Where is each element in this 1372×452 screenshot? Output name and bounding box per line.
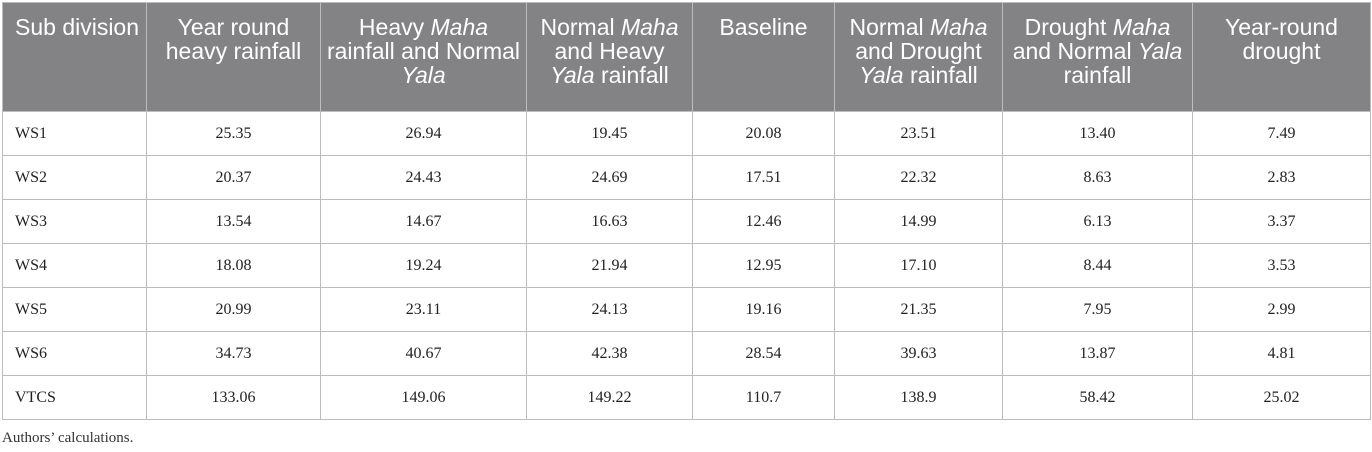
value-cell: 20.99 — [146, 287, 321, 332]
row-label-cell: WS5 — [2, 287, 147, 332]
column-header: Normal Maha and Drought Yala rainfall — [834, 2, 1003, 112]
table-footnote: Authors’ calculations. — [2, 430, 134, 446]
value-cell: 21.35 — [834, 287, 1003, 332]
value-cell: 20.08 — [692, 111, 835, 156]
column-header: Heavy Maha rainfall and Normal Yala — [320, 2, 527, 112]
column-header-text: rainfall and Normal — [326, 38, 521, 64]
value-cell: 3.37 — [1192, 199, 1371, 244]
value-cell: 7.95 — [1002, 287, 1193, 332]
column-header-text: Maha — [929, 14, 988, 40]
value-cell: 19.45 — [526, 111, 693, 156]
value-cell: 8.63 — [1002, 155, 1193, 200]
header-row: Sub division Year round heavy rainfall Hea… — [2, 2, 1371, 112]
column-header-text: Yala — [401, 62, 446, 88]
value-cell: 21.94 — [526, 243, 693, 288]
row-label-cell: WS4 — [2, 243, 147, 288]
column-header-text: Yala — [1137, 38, 1183, 64]
value-cell: 2.83 — [1192, 155, 1371, 200]
table-body: WS1 25.35 26.94 19.45 20.08 23.51 13.40 7.49 WS2… — [2, 111, 1371, 420]
column-header-text: and Normal — [1012, 38, 1138, 64]
value-cell: 149.22 — [526, 375, 693, 420]
column-header: Baseline — [692, 2, 835, 112]
value-cell: 40.67 — [320, 331, 527, 376]
value-cell: 58.42 — [1002, 375, 1193, 420]
column-header-text: Maha — [1112, 14, 1171, 40]
value-cell: 26.94 — [320, 111, 527, 156]
table-row: WS4 18.08 19.24 21.94 12.95 17.10 8.44 3.53 — [2, 243, 1371, 288]
column-header-text: Maha — [430, 14, 489, 40]
value-cell: 22.32 — [834, 155, 1003, 200]
column-header: Year round heavy rainfall — [146, 2, 321, 112]
column-header-text: Yala — [859, 62, 904, 88]
column-header-text: rainfall — [1063, 62, 1132, 88]
column-header-text: Yala — [550, 62, 595, 88]
value-cell: 133.06 — [146, 375, 321, 420]
column-header: Sub division — [2, 2, 147, 112]
column-header-text: Year round heavy rainfall — [165, 14, 302, 64]
column-header-text: Heavy — [358, 14, 431, 40]
value-cell: 149.06 — [320, 375, 527, 420]
value-cell: 12.46 — [692, 199, 835, 244]
value-cell: 110.7 — [692, 375, 835, 420]
row-label-cell: VTCS — [2, 375, 147, 420]
value-cell: 12.95 — [692, 243, 835, 288]
column-header-text: and Drought — [855, 38, 982, 64]
column-header: Normal Maha and Heavy Yala rainfall — [526, 2, 693, 112]
value-cell: 39.63 — [834, 331, 1003, 376]
row-label-cell: WS6 — [2, 331, 147, 376]
value-cell: 6.13 — [1002, 199, 1193, 244]
value-cell: 24.13 — [526, 287, 693, 332]
value-cell: 23.11 — [320, 287, 527, 332]
value-cell: 19.24 — [320, 243, 527, 288]
table-row: WS5 20.99 23.11 24.13 19.16 21.35 7.95 2.99 — [2, 287, 1371, 332]
value-cell: 7.49 — [1192, 111, 1371, 156]
value-cell: 4.81 — [1192, 331, 1371, 376]
column-header-text: Baseline — [719, 14, 808, 40]
value-cell: 18.08 — [146, 243, 321, 288]
column-header-text: Drought — [1024, 14, 1113, 40]
value-cell: 24.69 — [526, 155, 693, 200]
table-row: WS6 34.73 40.67 42.38 28.54 39.63 13.87 4.81 — [2, 331, 1371, 376]
table-header: Sub division Year round heavy rainfall Hea… — [2, 2, 1371, 112]
column-header-text: Sub division — [15, 14, 140, 40]
results-table: Sub division Year round heavy rainfall Hea… — [2, 2, 1371, 420]
table-row: VTCS 133.06 149.06 149.22 110.7 138.9 58.42 25.… — [2, 375, 1371, 420]
value-cell: 13.54 — [146, 199, 321, 244]
value-cell: 34.73 — [146, 331, 321, 376]
value-cell: 13.87 — [1002, 331, 1193, 376]
row-label-cell: WS3 — [2, 199, 147, 244]
value-cell: 25.02 — [1192, 375, 1371, 420]
table-row: WS3 13.54 14.67 16.63 12.46 14.99 6.13 3.37 — [2, 199, 1371, 244]
value-cell: 19.16 — [692, 287, 835, 332]
column-header: Year-round drought — [1192, 2, 1371, 112]
value-cell: 17.10 — [834, 243, 1003, 288]
value-cell: 25.35 — [146, 111, 321, 156]
column-header-text: and Heavy — [554, 38, 665, 64]
value-cell: 13.40 — [1002, 111, 1193, 156]
value-cell: 14.67 — [320, 199, 527, 244]
value-cell: 20.37 — [146, 155, 321, 200]
column-header-text: rainfall — [903, 62, 978, 88]
value-cell: 138.9 — [834, 375, 1003, 420]
value-cell: 2.99 — [1192, 287, 1371, 332]
value-cell: 17.51 — [692, 155, 835, 200]
table-row: WS1 25.35 26.94 19.45 20.08 23.51 13.40 7.49 — [2, 111, 1371, 156]
column-header-text: Normal — [849, 14, 930, 40]
value-cell: 28.54 — [692, 331, 835, 376]
row-label-cell: WS1 — [2, 111, 147, 156]
value-cell: 42.38 — [526, 331, 693, 376]
value-cell: 24.43 — [320, 155, 527, 200]
table-row: WS2 20.37 24.43 24.69 17.51 22.32 8.63 2.83 — [2, 155, 1371, 200]
value-cell: 3.53 — [1192, 243, 1371, 288]
column-header-text: Normal — [540, 14, 621, 40]
column-header: Drought Maha and Normal Yala rainfall — [1002, 2, 1193, 112]
column-header-text: Maha — [620, 14, 679, 40]
column-header-text: Year-round drought — [1225, 14, 1338, 64]
value-cell: 8.44 — [1002, 243, 1193, 288]
value-cell: 16.63 — [526, 199, 693, 244]
value-cell: 23.51 — [834, 111, 1003, 156]
value-cell: 14.99 — [834, 199, 1003, 244]
column-header-text: rainfall — [594, 62, 669, 88]
row-label-cell: WS2 — [2, 155, 147, 200]
